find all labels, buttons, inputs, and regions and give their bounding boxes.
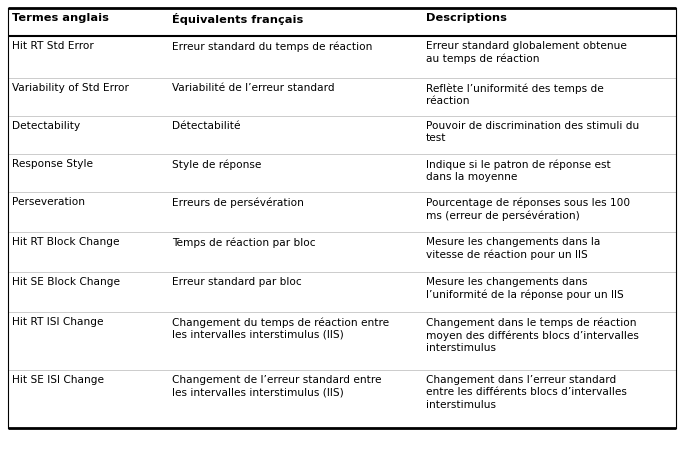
Text: Mesure les changements dans la
vitesse de réaction pour un IIS: Mesure les changements dans la vitesse d… xyxy=(426,237,601,260)
Text: Erreur standard globalement obtenue
au temps de réaction: Erreur standard globalement obtenue au t… xyxy=(426,41,627,64)
Text: Changement dans le temps de réaction
moyen des différents blocs d’intervalles
in: Changement dans le temps de réaction moy… xyxy=(426,317,639,353)
Text: Variabilité de l’erreur standard: Variabilité de l’erreur standard xyxy=(172,83,334,93)
Text: Termes anglais: Termes anglais xyxy=(12,13,109,23)
Text: Hit SE Block Change: Hit SE Block Change xyxy=(12,277,120,287)
Text: Detectability: Detectability xyxy=(12,121,80,131)
Text: Erreurs de persévération: Erreurs de persévération xyxy=(172,197,304,207)
Text: Hit SE ISI Change: Hit SE ISI Change xyxy=(12,375,104,385)
Text: Style de réponse: Style de réponse xyxy=(172,159,261,169)
Text: Pourcentage de réponses sous les 100
ms (erreur de persévération): Pourcentage de réponses sous les 100 ms … xyxy=(426,197,630,221)
Text: Perseveration: Perseveration xyxy=(12,197,85,207)
Text: Hit RT Std Error: Hit RT Std Error xyxy=(12,41,94,51)
Text: Mesure les changements dans
l’uniformité de la réponse pour un IIS: Mesure les changements dans l’uniformité… xyxy=(426,277,624,300)
Text: Hit RT ISI Change: Hit RT ISI Change xyxy=(12,317,103,327)
Text: Pouvoir de discrimination des stimuli du
test: Pouvoir de discrimination des stimuli du… xyxy=(426,121,640,144)
Text: Changement du temps de réaction entre
les intervalles interstimulus (IIS): Changement du temps de réaction entre le… xyxy=(172,317,389,340)
Text: Détectabilité: Détectabilité xyxy=(172,121,241,131)
Text: Response Style: Response Style xyxy=(12,159,93,169)
Text: Variability of Std Error: Variability of Std Error xyxy=(12,83,129,93)
Text: Changement dans l’erreur standard
entre les différents blocs d’intervalles
inter: Changement dans l’erreur standard entre … xyxy=(426,375,627,410)
Text: Changement de l’erreur standard entre
les intervalles interstimulus (IIS): Changement de l’erreur standard entre le… xyxy=(172,375,382,397)
Text: Erreur standard du temps de réaction: Erreur standard du temps de réaction xyxy=(172,41,372,52)
Text: Équivalents français: Équivalents français xyxy=(172,13,303,25)
Text: Erreur standard par bloc: Erreur standard par bloc xyxy=(172,277,302,287)
Text: Reflète l’uniformité des temps de
réaction: Reflète l’uniformité des temps de réacti… xyxy=(426,83,604,106)
Text: Temps de réaction par bloc: Temps de réaction par bloc xyxy=(172,237,315,247)
Text: Indique si le patron de réponse est
dans la moyenne: Indique si le patron de réponse est dans… xyxy=(426,159,611,182)
Text: Descriptions: Descriptions xyxy=(426,13,507,23)
Text: Hit RT Block Change: Hit RT Block Change xyxy=(12,237,120,247)
